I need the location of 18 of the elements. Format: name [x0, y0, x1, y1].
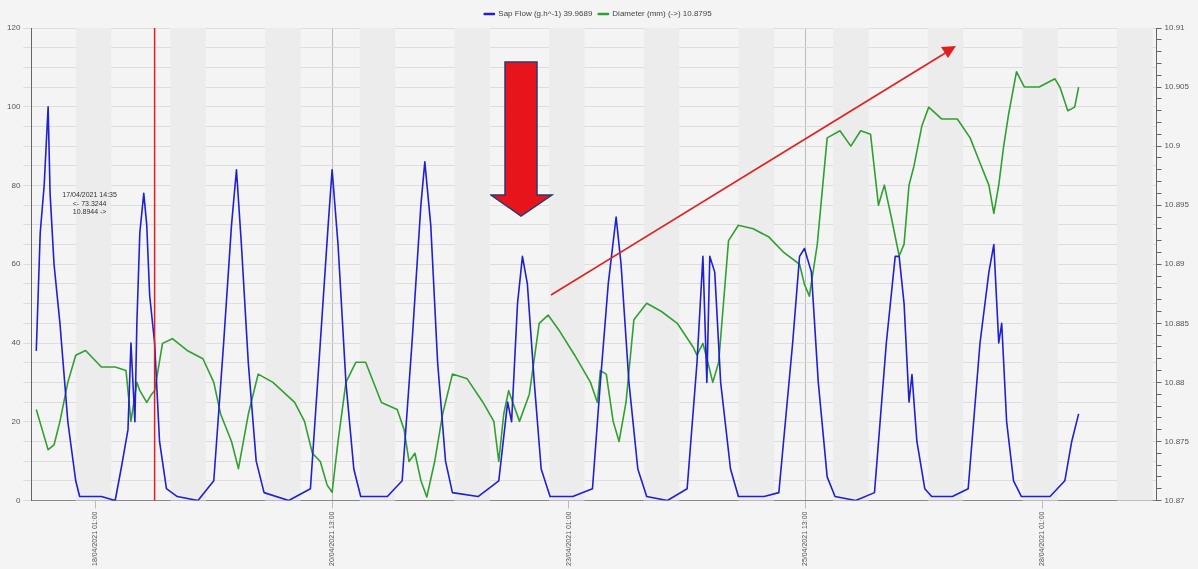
y2-tick-label: 10.9: [1164, 141, 1181, 151]
y2-tick-label: 10.91: [1164, 23, 1186, 33]
y2-tick-label: 10.875: [1164, 436, 1190, 446]
y-tick-label: 80: [11, 180, 21, 190]
y-tick-label: 120: [6, 23, 21, 33]
y2-tick-label: 10.89: [1164, 259, 1186, 269]
y2-tick-label: 10.885: [1164, 318, 1190, 328]
y-tick-label: 20: [11, 416, 21, 426]
y2-tick-label: 10.905: [1164, 82, 1190, 92]
y2-tick-label: 10.87: [1164, 495, 1186, 505]
y2-tick-label: 10.895: [1164, 200, 1190, 210]
y-tick-label: 40: [11, 338, 21, 348]
y-tick-label: 60: [11, 259, 21, 269]
y-tick-label: 0: [15, 495, 21, 505]
y-tick-label: 100: [6, 101, 21, 111]
legend-label: Sap Flow (g.h^-1) 39.9689: [498, 9, 593, 19]
legend-label: Diameter (mm) (->) 10.8795: [612, 9, 713, 19]
y2-tick-label: 10.88: [1164, 377, 1186, 387]
